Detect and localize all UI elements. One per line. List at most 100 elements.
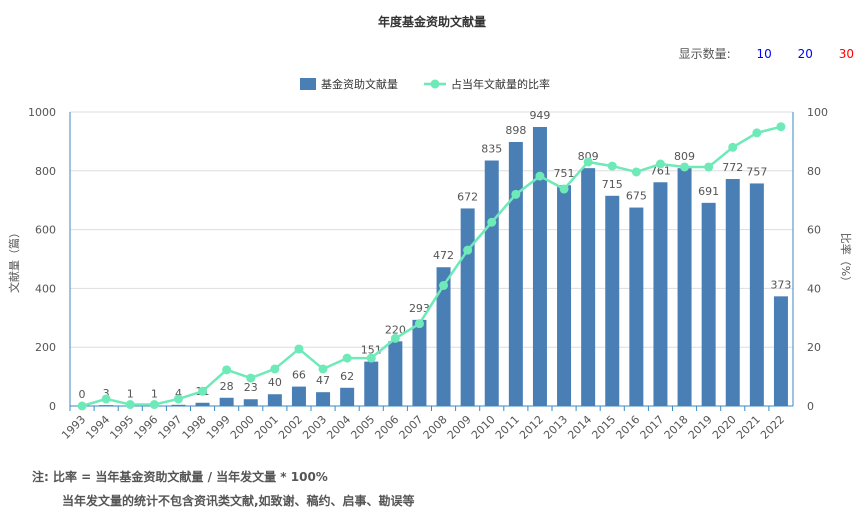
bar xyxy=(171,404,186,406)
legend-line-marker xyxy=(430,79,440,89)
x-tick-label: 2013 xyxy=(541,413,570,442)
x-tick-label: 1998 xyxy=(180,413,209,442)
bar xyxy=(773,296,788,406)
bar xyxy=(340,387,355,406)
x-tick-label: 2006 xyxy=(372,413,401,442)
bar xyxy=(364,361,379,406)
count-option-20[interactable]: 20 xyxy=(797,47,813,61)
bar xyxy=(460,208,475,406)
bar-data-label: 28 xyxy=(220,380,234,393)
bar-data-label: 757 xyxy=(746,165,767,178)
bar-data-label: 715 xyxy=(602,178,623,191)
ratio-point xyxy=(752,128,762,138)
x-tick-label: 2020 xyxy=(710,413,739,442)
y-tick-label: 200 xyxy=(35,341,56,354)
x-tick-label: 1993 xyxy=(59,413,88,442)
bar-data-label: 40 xyxy=(268,376,282,389)
bar-data-label: 1 xyxy=(127,388,134,401)
x-tick-label: 2004 xyxy=(324,413,353,442)
bar xyxy=(701,202,716,406)
x-tick-label: 1997 xyxy=(156,413,185,442)
y-right-tick-label: 80 xyxy=(807,165,821,178)
x-tick-label: 2017 xyxy=(638,413,667,442)
bar xyxy=(557,185,572,406)
bar xyxy=(412,319,427,406)
ratio-point xyxy=(173,394,183,404)
bar xyxy=(267,394,282,406)
bar xyxy=(195,402,210,406)
bar xyxy=(581,168,596,406)
ratio-point xyxy=(607,161,617,171)
bar-data-label: 691 xyxy=(698,185,719,198)
bar-data-label: 1 xyxy=(151,388,158,401)
bar xyxy=(725,179,740,406)
ratio-point xyxy=(487,217,497,227)
x-tick-label: 2001 xyxy=(252,413,281,442)
bar-data-label: 47 xyxy=(316,374,330,387)
ratio-point xyxy=(125,400,135,410)
y-right-tick-label: 0 xyxy=(807,400,814,413)
bar-data-label: 293 xyxy=(409,302,430,315)
ratio-point xyxy=(342,353,352,363)
y-tick-label: 600 xyxy=(35,224,56,237)
y-right-tick-label: 100 xyxy=(807,106,828,119)
legend-line-label: 占当年文献量的比率 xyxy=(451,77,550,91)
display-count-control: 显示数量: 10 20 30 xyxy=(679,45,854,62)
ratio-point xyxy=(439,280,449,290)
bar-data-label: 62 xyxy=(340,370,354,383)
ratio-point xyxy=(535,171,545,181)
bar-data-label: 66 xyxy=(292,369,306,382)
bar-data-label: 23 xyxy=(244,381,258,394)
ratio-point xyxy=(463,245,473,255)
ratio-line xyxy=(81,125,782,408)
x-tick-label: 2002 xyxy=(276,413,305,442)
count-option-30[interactable]: 30 xyxy=(838,47,854,61)
ratio-point xyxy=(704,162,714,172)
ratio-point xyxy=(390,333,400,343)
y-right-tick-label: 60 xyxy=(807,224,821,237)
bar-data-label: 898 xyxy=(505,124,526,137)
bar xyxy=(677,168,692,406)
bar-data-label: 4 xyxy=(175,387,182,400)
ratio-point xyxy=(270,364,280,374)
ratio-point xyxy=(511,189,521,199)
ratio-point xyxy=(318,364,328,374)
ratio-point xyxy=(414,319,424,329)
bar-data-label: 809 xyxy=(674,150,695,163)
x-tick-label: 2011 xyxy=(493,413,522,442)
x-tick-label: 2016 xyxy=(613,413,642,442)
y-tick-label: 400 xyxy=(35,282,56,295)
x-tick-label: 2005 xyxy=(348,413,377,442)
ratio-point xyxy=(198,386,208,396)
x-tick-label: 2019 xyxy=(686,413,715,442)
legend-bar-swatch xyxy=(300,78,316,90)
y-tick-label: 0 xyxy=(49,400,56,413)
count-option-10[interactable]: 10 xyxy=(756,47,772,61)
x-tick-label: 1994 xyxy=(83,413,112,442)
y-right-tick-label: 20 xyxy=(807,341,821,354)
bar xyxy=(99,405,114,406)
bar xyxy=(219,397,234,406)
bar-data-label: 3 xyxy=(103,387,110,400)
x-tick-label: 2022 xyxy=(758,413,787,442)
bar-data-label: 949 xyxy=(529,109,550,122)
x-tick-label: 1996 xyxy=(131,413,160,442)
ratio-point xyxy=(222,365,232,375)
x-tick-label: 2000 xyxy=(228,413,257,442)
x-tick-label: 2009 xyxy=(445,413,474,442)
bar-data-label: 772 xyxy=(722,161,743,174)
x-tick-label: 1995 xyxy=(107,413,136,442)
ratio-point xyxy=(631,167,641,177)
x-tick-label: 2012 xyxy=(517,413,546,442)
ratio-point xyxy=(246,373,256,383)
display-count-label: 显示数量: xyxy=(678,47,731,61)
y-tick-label: 800 xyxy=(35,165,56,178)
bar xyxy=(316,392,331,406)
ratio-point xyxy=(294,344,304,354)
bar-data-label: 835 xyxy=(481,143,502,156)
ratio-point xyxy=(583,157,593,167)
x-tick-label: 2003 xyxy=(300,413,329,442)
bar xyxy=(291,386,306,406)
bar xyxy=(484,160,499,406)
bar-data-label: 761 xyxy=(650,164,671,177)
